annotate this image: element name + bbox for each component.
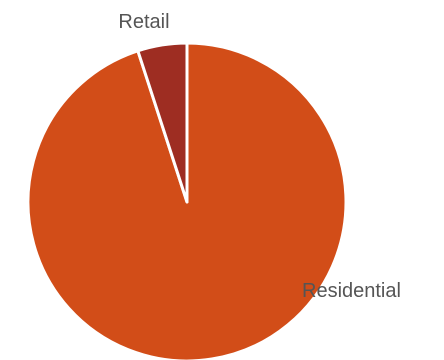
slice-label-residential: Residential xyxy=(302,280,401,302)
pie-slices xyxy=(26,41,348,360)
pie-slice-retail xyxy=(136,41,189,204)
slice-label-retail: Retail xyxy=(118,11,169,33)
pie-labels: Residential Retail xyxy=(118,11,401,302)
